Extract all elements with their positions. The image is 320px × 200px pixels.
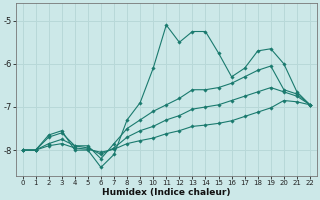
X-axis label: Humidex (Indice chaleur): Humidex (Indice chaleur): [102, 188, 230, 197]
